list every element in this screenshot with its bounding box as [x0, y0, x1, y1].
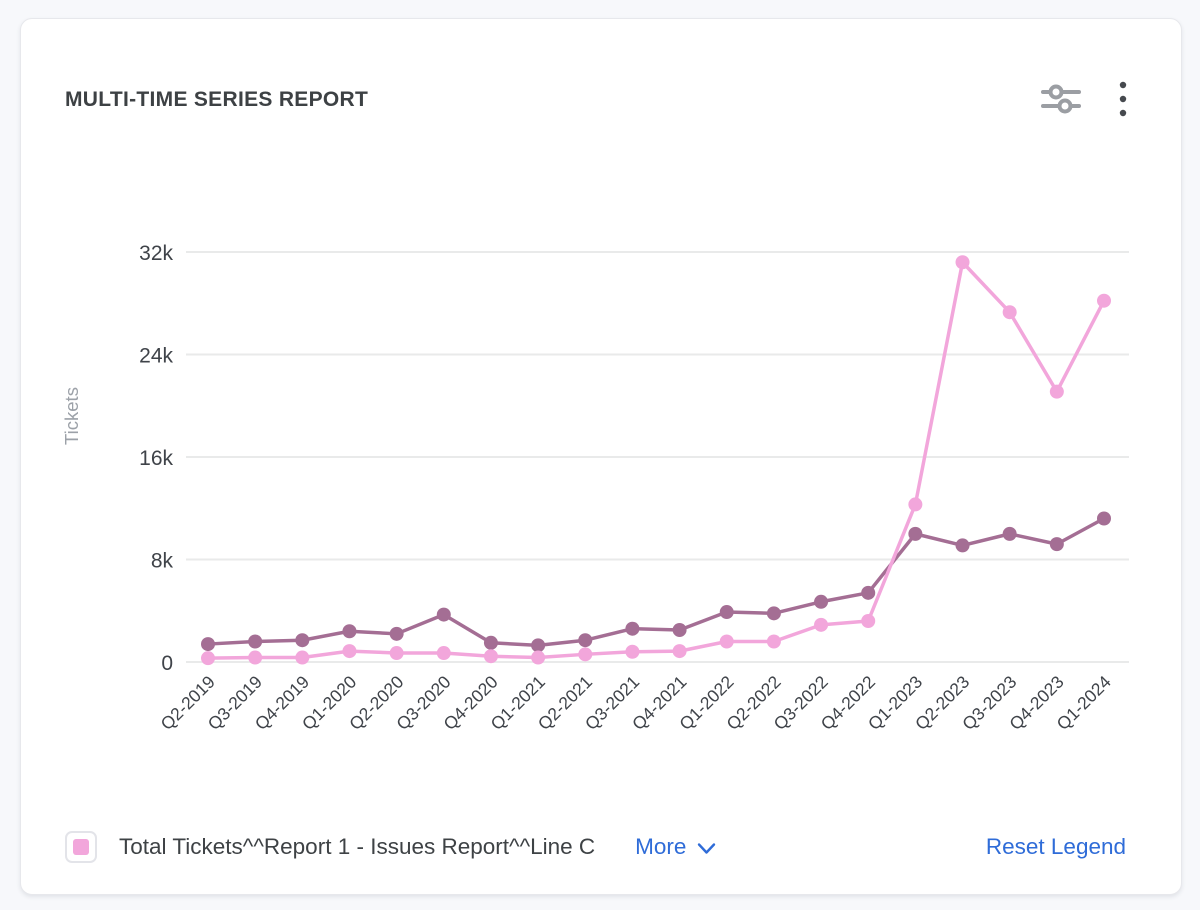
data-point[interactable]: [625, 644, 640, 659]
reset-legend-button[interactable]: Reset Legend: [985, 834, 1126, 859]
data-point[interactable]: [578, 647, 593, 662]
data-point[interactable]: [389, 626, 404, 641]
data-point[interactable]: [1002, 305, 1017, 320]
data-point[interactable]: [719, 634, 734, 649]
data-point[interactable]: [436, 607, 451, 622]
legend-item-total-tickets[interactable]: Total Tickets^^Report 1 - Issues Report^…: [65, 831, 595, 863]
data-point[interactable]: [766, 634, 781, 649]
more-label: More: [635, 834, 687, 859]
data-point[interactable]: [531, 650, 546, 665]
data-point[interactable]: [672, 622, 687, 637]
y-axis-title: Tickets: [61, 387, 82, 445]
report-card: 0 8k 16k 24k 32k Tickets Q2-2019 Q3-2019 Q4-2019…: [20, 18, 1182, 895]
series-line[interactable]: [207, 260, 1106, 660]
legend-row: Total Tickets^^Report 1 - Issues Report^…: [65, 821, 1126, 873]
data-point[interactable]: [436, 646, 451, 661]
data-point[interactable]: [389, 646, 404, 661]
legend-checkbox: [65, 831, 97, 863]
data-point[interactable]: [1049, 537, 1064, 552]
y-tick-label: 32k: [139, 242, 173, 265]
chart-area: 0 8k 16k 24k 32k Tickets Q2-2019 Q3-2019 Q4-2019…: [21, 19, 1181, 809]
data-point[interactable]: [1002, 526, 1017, 541]
y-tick-label: 0: [161, 652, 173, 675]
data-point[interactable]: [1049, 384, 1064, 399]
data-point[interactable]: [861, 585, 876, 600]
filter-settings-button[interactable]: [1039, 78, 1083, 122]
data-point[interactable]: [295, 633, 310, 648]
chevron-down-icon: [698, 842, 716, 854]
data-point[interactable]: [201, 651, 215, 666]
report-title: MULTI-TIME SERIES REPORT: [65, 88, 369, 111]
y-tick-label: 16k: [139, 447, 173, 470]
data-point[interactable]: [814, 617, 829, 632]
data-point[interactable]: [578, 633, 593, 648]
data-point[interactable]: [955, 255, 970, 270]
data-point[interactable]: [342, 624, 357, 639]
data-point[interactable]: [672, 644, 687, 659]
data-point[interactable]: [766, 606, 781, 621]
data-point[interactable]: [342, 644, 357, 659]
data-point[interactable]: [814, 594, 829, 609]
data-point[interactable]: [861, 614, 876, 628]
card-header: MULTI-TIME SERIES REPORT: [65, 77, 1145, 123]
kebab-menu-icon: [1118, 79, 1128, 122]
line-chart: 08k16k24k32kTicketsQ2-2019Q3-2019Q4-2019…: [61, 242, 1129, 734]
data-point[interactable]: [625, 621, 640, 636]
data-point[interactable]: [955, 538, 970, 553]
data-point[interactable]: [201, 637, 215, 652]
data-point[interactable]: [531, 638, 546, 653]
y-tick-label: 8k: [151, 550, 174, 573]
y-tick-label: 24k: [139, 345, 173, 368]
data-point[interactable]: [248, 634, 263, 649]
sliders-icon: [1040, 79, 1082, 122]
data-point[interactable]: [248, 650, 263, 665]
data-point[interactable]: [483, 635, 498, 650]
more-menu-button[interactable]: [1101, 78, 1145, 122]
series-line[interactable]: [207, 516, 1105, 648]
data-point[interactable]: [719, 605, 734, 620]
legend-swatch: [73, 839, 89, 855]
data-point[interactable]: [908, 497, 923, 512]
data-point[interactable]: [1097, 511, 1111, 526]
data-point[interactable]: [1097, 293, 1111, 308]
data-point[interactable]: [908, 526, 923, 541]
legend-more-button[interactable]: More: [635, 834, 716, 860]
legend-label: Total Tickets^^Report 1 - Issues Report^…: [119, 834, 596, 859]
data-point[interactable]: [483, 649, 498, 664]
data-point[interactable]: [295, 650, 310, 665]
